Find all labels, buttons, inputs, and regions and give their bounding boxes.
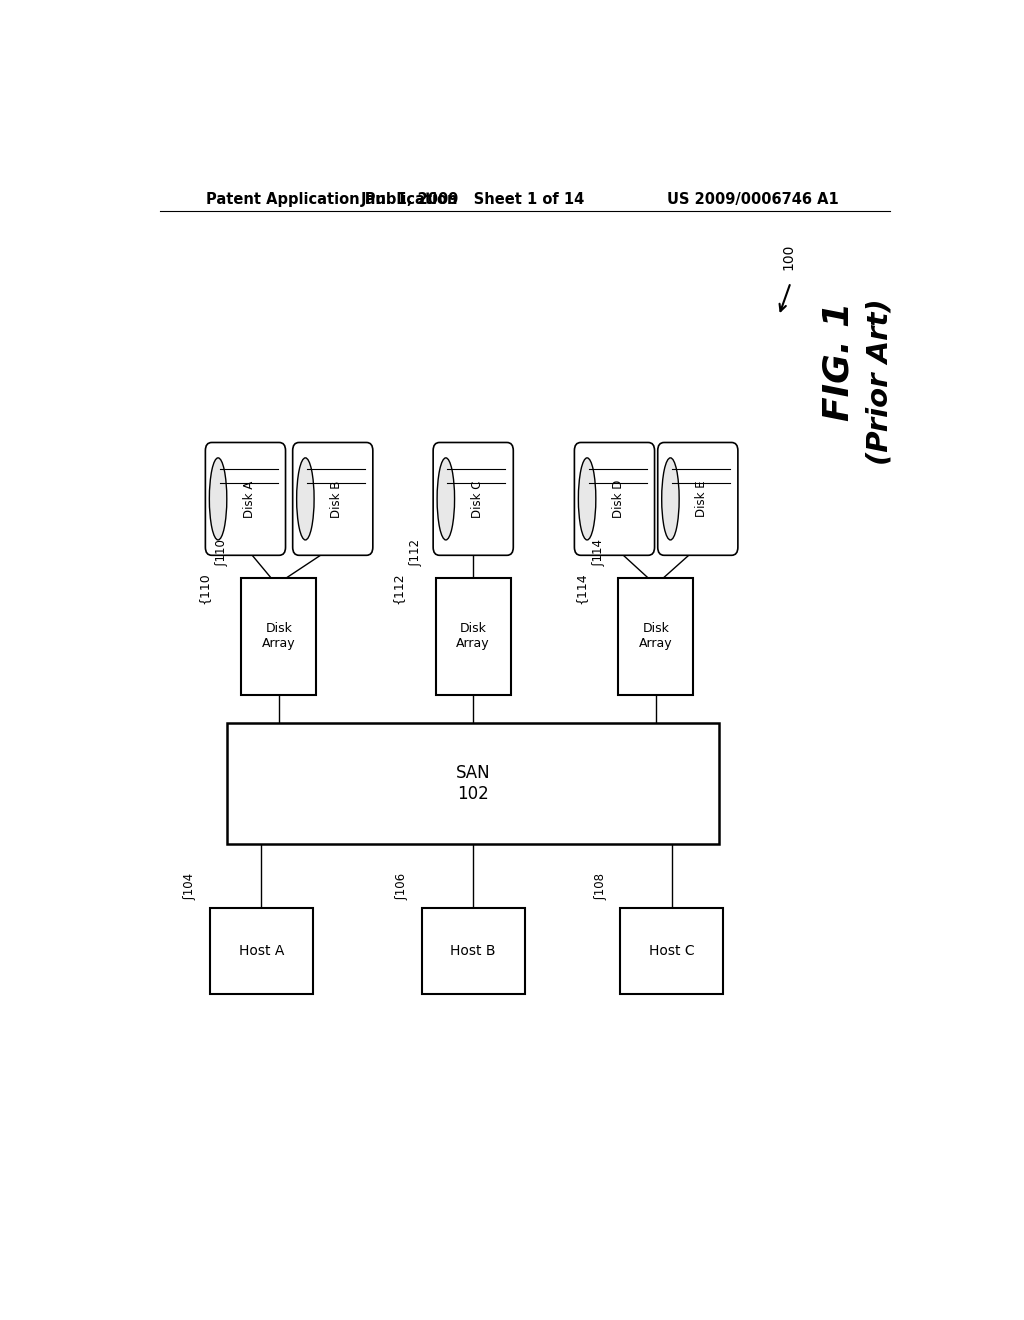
- Text: (Prior Art): (Prior Art): [865, 298, 894, 466]
- Ellipse shape: [297, 458, 314, 540]
- FancyBboxPatch shape: [435, 578, 511, 694]
- Text: Host C: Host C: [649, 944, 694, 958]
- Text: Disk A: Disk A: [243, 480, 256, 517]
- Text: ʃ104: ʃ104: [183, 873, 197, 903]
- Text: Patent Application Publication: Patent Application Publication: [206, 191, 458, 206]
- FancyBboxPatch shape: [422, 908, 524, 994]
- Ellipse shape: [209, 458, 226, 540]
- FancyBboxPatch shape: [657, 442, 738, 556]
- Text: Disk
Array: Disk Array: [457, 622, 490, 651]
- Text: {110: {110: [198, 573, 211, 605]
- FancyBboxPatch shape: [241, 578, 316, 694]
- FancyBboxPatch shape: [227, 722, 719, 845]
- Text: ʃ110: ʃ110: [215, 539, 227, 573]
- FancyBboxPatch shape: [210, 908, 313, 994]
- FancyBboxPatch shape: [621, 908, 723, 994]
- Text: Disk
Array: Disk Array: [639, 622, 673, 651]
- Text: {114: {114: [574, 573, 588, 605]
- Text: ʃ108: ʃ108: [594, 873, 606, 903]
- Text: Disk B: Disk B: [330, 480, 343, 517]
- Text: ʃ112: ʃ112: [410, 539, 422, 573]
- Text: Host A: Host A: [239, 944, 284, 958]
- FancyBboxPatch shape: [618, 578, 693, 694]
- Text: ʃ106: ʃ106: [395, 873, 409, 903]
- Text: Disk
Array: Disk Array: [262, 622, 296, 651]
- Ellipse shape: [579, 458, 596, 540]
- Text: {112: {112: [392, 573, 404, 605]
- Ellipse shape: [437, 458, 455, 540]
- Text: Disk D: Disk D: [612, 479, 625, 517]
- Text: Jan. 1, 2009   Sheet 1 of 14: Jan. 1, 2009 Sheet 1 of 14: [361, 191, 586, 206]
- Ellipse shape: [662, 458, 679, 540]
- FancyBboxPatch shape: [206, 442, 286, 556]
- FancyBboxPatch shape: [293, 442, 373, 556]
- Text: Disk C: Disk C: [471, 480, 483, 517]
- Text: US 2009/0006746 A1: US 2009/0006746 A1: [667, 191, 839, 206]
- Text: 100: 100: [781, 244, 796, 271]
- Text: ʃ114: ʃ114: [592, 539, 605, 573]
- FancyBboxPatch shape: [433, 442, 513, 556]
- Text: Disk E: Disk E: [695, 480, 709, 517]
- Text: FIG. 1: FIG. 1: [821, 302, 855, 421]
- Text: Host B: Host B: [451, 944, 496, 958]
- FancyBboxPatch shape: [574, 442, 654, 556]
- Text: SAN
102: SAN 102: [456, 764, 490, 803]
